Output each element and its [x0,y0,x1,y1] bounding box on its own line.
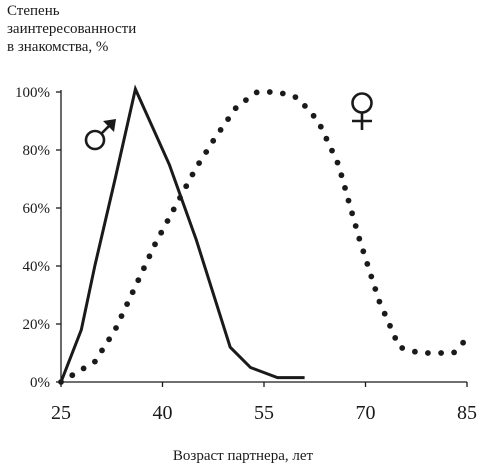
x-ticks: 25 40 55 70 85 [51,382,477,424]
female-series-dot [170,206,177,213]
y-axis-title-line-2: заинтересованности [7,21,136,37]
female-series-dot [438,350,444,356]
x-tick-label: 55 [254,402,274,424]
y-tick-label: 100% [15,85,50,101]
legend [84,92,373,151]
female-series-dot [368,273,375,280]
female-series-dot [106,336,112,343]
female-series-dot [372,286,379,292]
female-series-dot [323,135,330,142]
x-axis-label: Возраст партнера, лет [173,448,314,464]
female-series-dot [356,235,363,242]
female-series-dot [113,325,119,331]
female-series-dot [352,223,359,229]
female-series-dot [338,172,345,179]
x-tick-label: 85 [457,402,477,424]
y-axis-title-line-1: Степень [7,3,60,19]
female-series-dot [460,339,466,346]
female-series-dot [225,116,232,122]
female-series-dot [387,322,393,329]
female-series-dot [196,160,203,167]
x-tick-label: 70 [356,402,376,424]
female-series-dot [99,347,105,354]
female-series-dot [399,345,406,351]
female-series-dot [135,277,142,284]
female-series-dot [189,171,196,178]
female-series-dot [425,350,431,356]
female-series-dot [232,105,239,112]
female-series-dot [210,137,217,144]
female-series-dot [381,310,388,317]
male-symbol-icon [84,119,116,151]
female-series-dot [80,365,87,372]
female-series-dot [141,265,147,272]
female-series-dot [392,335,399,341]
female-series-dot [253,89,260,96]
female-symbol-circle [351,92,373,114]
female-series-dot [292,94,299,100]
female-series-dot [164,218,171,224]
female-series-dot [118,313,125,319]
female-series-dot [310,112,317,119]
female-series-dot [412,348,418,355]
x-tick-label: 25 [51,402,71,424]
male-symbol-arrow-head [103,119,116,132]
female-series-dot [317,123,324,130]
female-series-dot [203,149,210,155]
female-series-dot [266,89,273,95]
y-tick-label: 20% [23,317,51,333]
female-series-dot [334,159,341,166]
female-series-dot [152,241,158,248]
female-series-dot [360,248,367,255]
female-series-dot [451,349,457,356]
female-series-dot [217,126,224,133]
y-tick-label: 40% [23,259,51,275]
female-series-dot [376,298,383,305]
y-tick-label: 60% [23,201,51,217]
female-series-dot [158,229,165,236]
female-series-dot [364,261,371,267]
female-series-dot [129,289,136,296]
female-series-dot [92,358,98,365]
y-tick-label: 80% [23,143,51,159]
y-ticks: 0% 20% 40% 60% 80% 100% [15,85,61,391]
female-series-dot [302,103,308,109]
female-series-dot [279,90,286,97]
female-symbol-icon [351,92,373,130]
female-series-dot [146,253,153,260]
y-axis-title-line-3: в знакомства, % [7,39,108,55]
male-symbol-circle [84,129,106,151]
female-series-dot [69,372,76,379]
female-series-dot [243,97,249,103]
male-series-line [59,84,305,383]
female-series-dot [58,379,64,385]
female-series-dot [349,210,355,217]
female-series-dot [342,185,348,191]
female-series-dot [345,197,352,204]
y-tick-label: 0% [30,375,50,391]
female-series-dot [329,147,335,154]
series-group [58,84,466,385]
female-series-dot [177,194,183,201]
female-series-dot [124,301,130,307]
female-series-dot [183,183,190,190]
axes [60,90,467,383]
x-tick-label: 40 [153,402,173,424]
